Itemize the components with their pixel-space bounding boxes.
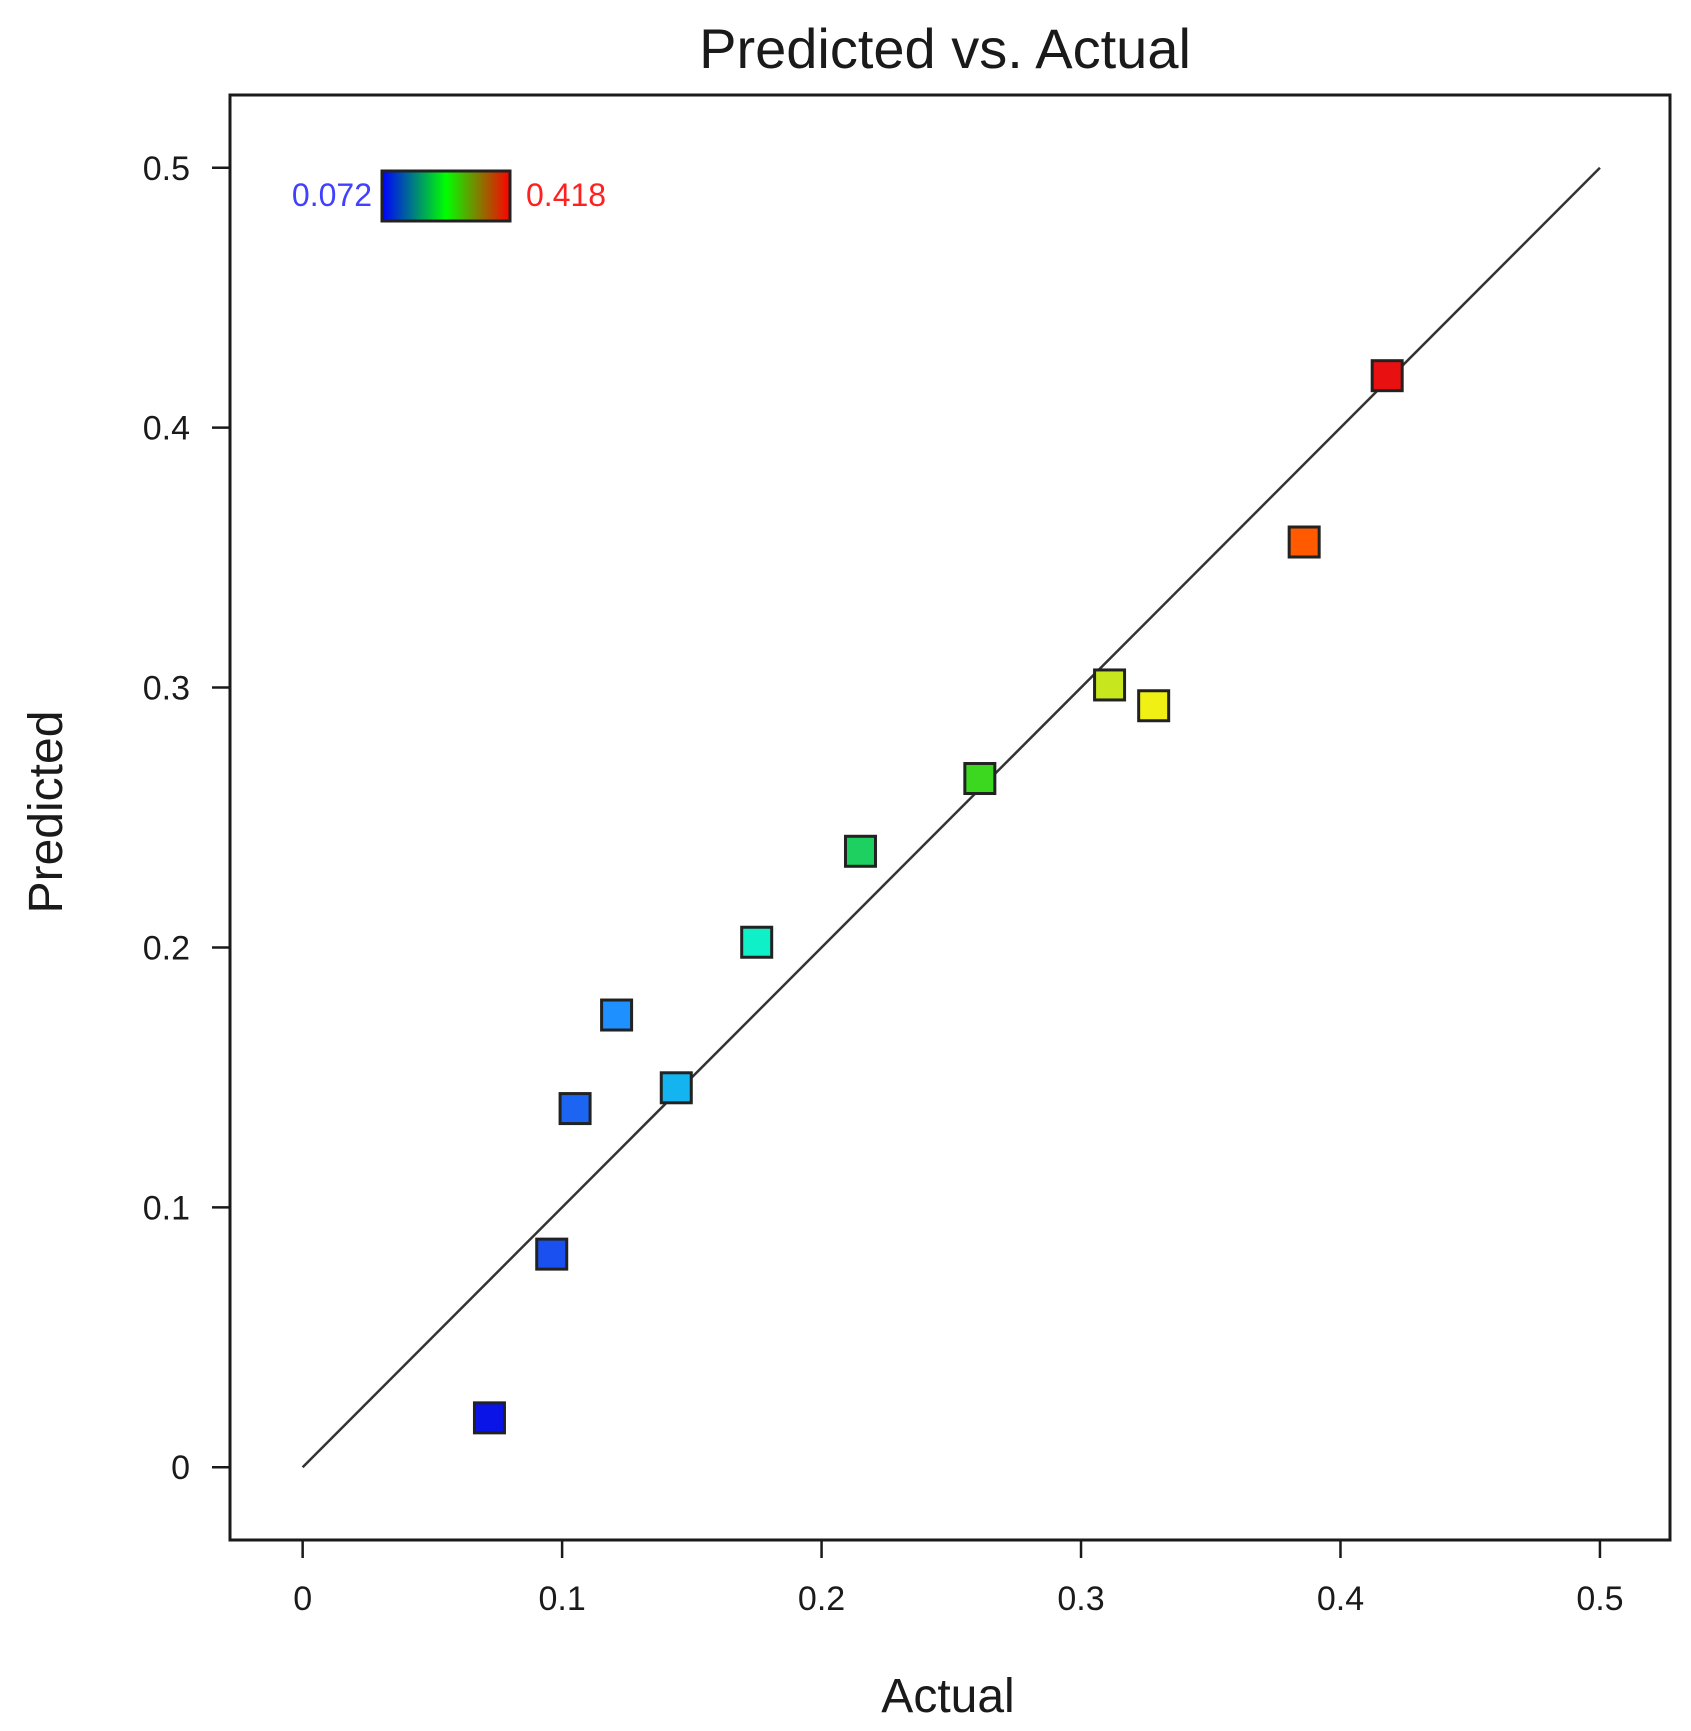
data-point — [1093, 668, 1127, 702]
x-tick-label: 0.1 — [538, 1580, 585, 1618]
x-tick-label: 0.4 — [1317, 1580, 1364, 1618]
data-point — [535, 1237, 569, 1271]
x-tick-label: 0.3 — [1057, 1580, 1104, 1618]
y-axis-label: Predicted — [20, 711, 73, 914]
data-point — [843, 834, 877, 868]
data-point — [659, 1071, 693, 1105]
x-tick-label: 0.2 — [798, 1580, 845, 1618]
data-point — [1137, 689, 1171, 723]
data-point — [1287, 525, 1321, 559]
y-tick-label: 0.1 — [143, 1189, 190, 1227]
chart-title: Predicted vs. Actual — [699, 17, 1191, 80]
data-point — [558, 1092, 592, 1126]
y-tick-label: 0 — [171, 1449, 190, 1487]
y-tick-label: 0.2 — [143, 929, 190, 967]
y-tick-label: 0.3 — [143, 670, 190, 708]
color-legend-max-label: 0.418 — [526, 177, 606, 213]
x-tick-label: 0 — [293, 1580, 312, 1618]
color-legend: 0.072 0.418 — [292, 169, 606, 223]
color-legend-min-label: 0.072 — [292, 177, 372, 213]
x-tick-label: 0.5 — [1576, 1580, 1623, 1618]
color-legend-bar — [380, 169, 512, 223]
y-tick-label: 0.5 — [143, 150, 190, 188]
y-axis: 0 0.1 0.2 0.3 0.4 0.5 — [143, 150, 230, 1487]
reference-line — [301, 166, 1601, 1469]
x-axis-label: Actual — [881, 1670, 1014, 1723]
data-point — [1370, 359, 1404, 393]
data-point — [740, 925, 774, 959]
data-point — [472, 1401, 506, 1435]
y-tick-label: 0.4 — [143, 410, 190, 448]
data-point — [600, 998, 634, 1032]
data-points — [472, 359, 1404, 1435]
x-axis: 0 0.1 0.2 0.3 0.4 0.5 — [293, 1540, 1624, 1618]
plot-frame — [228, 93, 1672, 1542]
data-point — [963, 762, 997, 796]
